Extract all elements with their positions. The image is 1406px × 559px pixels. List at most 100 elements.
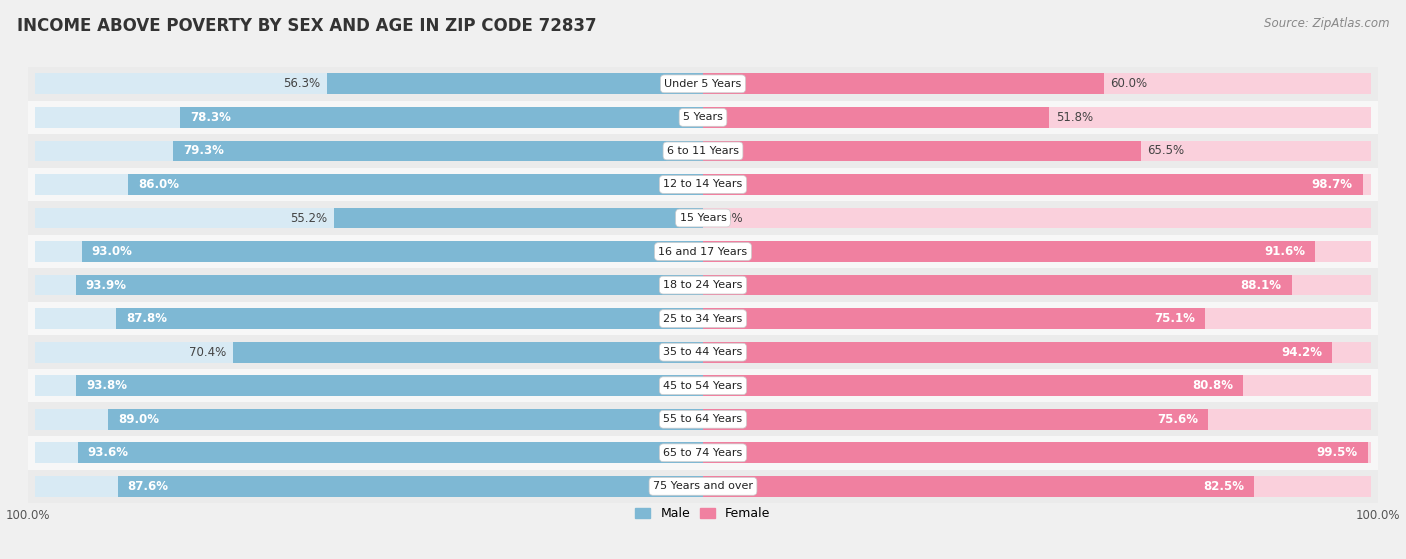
Bar [35,73,703,94]
Bar [35,107,703,128]
Bar [703,342,1333,363]
Bar [28,470,1378,503]
Bar [703,241,1371,262]
Bar [232,342,703,363]
Bar [35,174,703,195]
Text: 45 to 54 Years: 45 to 54 Years [664,381,742,391]
Text: 91.6%: 91.6% [1264,245,1305,258]
Bar [35,140,703,162]
Bar [35,241,703,262]
Bar [35,207,703,229]
Text: 55 to 64 Years: 55 to 64 Years [664,414,742,424]
Text: 56.3%: 56.3% [283,77,321,91]
Text: 82.5%: 82.5% [1204,480,1244,493]
Bar [703,174,1371,195]
Bar [703,476,1254,497]
Text: 78.3%: 78.3% [190,111,231,124]
Bar [703,73,1371,94]
Bar [28,268,1378,302]
Text: Source: ZipAtlas.com: Source: ZipAtlas.com [1264,17,1389,30]
Text: INCOME ABOVE POVERTY BY SEX AND AGE IN ZIP CODE 72837: INCOME ABOVE POVERTY BY SEX AND AGE IN Z… [17,17,596,35]
Text: Under 5 Years: Under 5 Years [665,79,741,89]
Bar [703,308,1205,329]
Bar [703,140,1140,162]
Text: 80.8%: 80.8% [1192,379,1233,392]
Text: 65 to 74 Years: 65 to 74 Years [664,448,742,458]
Bar [335,207,703,229]
Text: 18 to 24 Years: 18 to 24 Years [664,280,742,290]
Text: 65.5%: 65.5% [1147,144,1184,158]
Text: 5 Years: 5 Years [683,112,723,122]
Text: 98.7%: 98.7% [1312,178,1353,191]
Bar [108,409,703,430]
Text: 55.2%: 55.2% [291,211,328,225]
Text: 75.6%: 75.6% [1157,413,1198,426]
Text: 89.0%: 89.0% [118,413,159,426]
Bar [703,73,1104,94]
Text: 99.5%: 99.5% [1316,446,1358,459]
Text: 15 Years: 15 Years [679,213,727,223]
Bar [128,174,703,195]
Bar [77,442,703,463]
Text: 87.8%: 87.8% [127,312,167,325]
Bar [703,274,1371,296]
Bar [703,207,1371,229]
Bar [117,308,703,329]
Bar [28,235,1378,268]
Bar [703,375,1371,396]
Bar [326,73,703,94]
Legend: Male, Female: Male, Female [630,502,776,525]
Bar [35,342,703,363]
Text: 70.4%: 70.4% [188,345,226,359]
Text: 94.2%: 94.2% [1281,345,1323,359]
Bar [703,140,1371,162]
Text: 6 to 11 Years: 6 to 11 Years [666,146,740,156]
Bar [703,476,1371,497]
Bar [35,308,703,329]
Text: 86.0%: 86.0% [138,178,180,191]
Bar [28,67,1378,101]
Text: 87.6%: 87.6% [128,480,169,493]
Bar [28,302,1378,335]
Bar [118,476,703,497]
Bar [28,335,1378,369]
Bar [703,107,1049,128]
Bar [28,134,1378,168]
Bar [703,375,1243,396]
Text: 35 to 44 Years: 35 to 44 Years [664,347,742,357]
Bar [35,409,703,430]
Bar [173,140,703,162]
Text: 79.3%: 79.3% [183,144,224,158]
Text: 75 Years and over: 75 Years and over [652,481,754,491]
Bar [703,174,1362,195]
Text: 93.9%: 93.9% [86,278,127,292]
Bar [76,274,703,296]
Text: 93.8%: 93.8% [86,379,128,392]
Text: 51.8%: 51.8% [1056,111,1092,124]
Bar [703,342,1371,363]
Text: 93.0%: 93.0% [91,245,132,258]
Text: 60.0%: 60.0% [1111,77,1147,91]
Bar [703,442,1368,463]
Bar [703,241,1315,262]
Bar [82,241,703,262]
Text: 93.6%: 93.6% [87,446,128,459]
Bar [180,107,703,128]
Bar [703,409,1208,430]
Bar [28,369,1378,402]
Bar [28,101,1378,134]
Bar [35,375,703,396]
Bar [703,107,1371,128]
Bar [35,476,703,497]
Text: 75.1%: 75.1% [1154,312,1195,325]
Bar [703,442,1371,463]
Bar [35,442,703,463]
Bar [28,168,1378,201]
Text: 16 and 17 Years: 16 and 17 Years [658,247,748,257]
Bar [76,375,703,396]
Bar [35,274,703,296]
Bar [28,402,1378,436]
Bar [703,308,1371,329]
Text: 12 to 14 Years: 12 to 14 Years [664,179,742,190]
Text: 0.0%: 0.0% [713,211,742,225]
